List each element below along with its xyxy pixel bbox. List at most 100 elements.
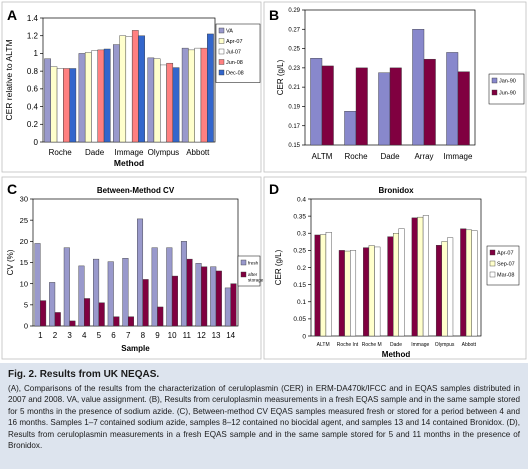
bar-c-fresh-5 xyxy=(93,258,100,327)
x-category-label: 10 xyxy=(168,331,177,340)
y-tick-label: 1.4 xyxy=(27,14,39,23)
y-axis-label: CER (g/L) xyxy=(274,249,283,285)
y-tick-label: 0.21 xyxy=(288,85,300,91)
bar-d-apr-07-roche-int xyxy=(338,250,345,337)
legend-label: Jan-90 xyxy=(499,79,516,85)
x-axis-label: Method xyxy=(382,350,411,359)
bar-d-apr-07-olympus xyxy=(435,245,442,337)
bar-c-after-storage-7 xyxy=(127,316,134,327)
legend-label: VA xyxy=(226,29,233,35)
bar-c-fresh-1 xyxy=(34,243,41,327)
y-tick-label: 0.15 xyxy=(288,143,300,149)
y-tick-label: 0.2 xyxy=(297,265,306,272)
bar-a-jul-07-abbott xyxy=(194,47,202,143)
bar-d-sep-07-immage xyxy=(417,216,424,337)
legend-swatch xyxy=(240,271,247,278)
y-tick-label: 0.29 xyxy=(288,8,300,14)
x-axis-label: Method xyxy=(114,158,144,168)
x-category-label: ALTM xyxy=(312,152,333,161)
bar-d-sep-07-dade xyxy=(393,233,400,337)
x-category-label: 13 xyxy=(212,331,221,340)
bar-d-mar-08-abbott xyxy=(471,230,478,337)
x-category-label: Array xyxy=(414,152,433,161)
bar-c-after-storage-12 xyxy=(201,266,208,327)
x-axis-label: Sample xyxy=(121,344,150,353)
x-category-label: 1 xyxy=(38,331,43,340)
x-category-label: Abbott xyxy=(186,148,210,157)
x-category-label: Roche xyxy=(344,152,368,161)
legend-label: fresh xyxy=(248,261,259,266)
bar-d-mar-08-immage xyxy=(422,215,429,337)
bar-c-fresh-9 xyxy=(151,247,158,327)
bar-c-fresh-3 xyxy=(63,247,70,327)
bar-d-mar-08-roche-m xyxy=(374,246,381,337)
panel-d: D Bronidox 0 0.05 0.1 0.15 0.2 0.25 0.3 0.35 0.4 AL… xyxy=(263,176,527,360)
bar-c-fresh-14 xyxy=(224,287,231,327)
bar-a-va-dade xyxy=(78,53,86,143)
bar-a-va-roche xyxy=(44,58,51,143)
x-category-label: Immage xyxy=(411,342,429,348)
y-tick-label: 0 xyxy=(24,322,28,331)
y-tick-label: 1.2 xyxy=(27,32,39,41)
bar-b-jan-90-dade xyxy=(378,72,391,146)
bar-d-apr-07-altm xyxy=(314,234,321,337)
y-tick-label: 0.3 xyxy=(297,231,306,238)
x-category-label: Dade xyxy=(390,342,402,348)
bar-d-mar-08-altm xyxy=(325,232,332,337)
bar-d-sep-07-abbott xyxy=(465,229,472,337)
bar-c-after-storage-14 xyxy=(230,283,237,327)
bar-a-jun-08-abbott xyxy=(200,47,208,143)
x-category-label: Dade xyxy=(85,148,105,157)
bar-a-jun-08-dade xyxy=(97,49,105,143)
y-tick-label: 0.35 xyxy=(293,213,306,220)
panel-b: B 0.15 0.17 0.19 0.21 0.23 0.25 0.27 0.29 ALTM Roc… xyxy=(263,1,527,173)
bar-c-after-storage-10 xyxy=(171,275,178,327)
bar-b-jan-90-roche xyxy=(344,111,357,146)
bar-c-after-storage-2 xyxy=(54,312,61,327)
y-tick-label: 0.15 xyxy=(293,282,306,289)
y-tick-label: 0.4 xyxy=(297,196,306,203)
y-tick-label: 0.2 xyxy=(27,120,39,129)
y-tick-label: 25 xyxy=(20,216,28,225)
y-tick-label: 0.05 xyxy=(293,316,306,323)
legend-swatch xyxy=(218,48,225,55)
bar-b-jan-90-altm xyxy=(310,58,323,146)
y-axis-label: CER (g/L) xyxy=(276,59,285,95)
x-category-label: ALTM xyxy=(317,342,330,348)
y-axis-label: CER relative to ALTM xyxy=(4,39,14,120)
y-axis-label: CV (%) xyxy=(6,249,15,275)
x-category-label: 8 xyxy=(141,331,146,340)
x-category-label: 5 xyxy=(97,331,102,340)
bar-d-mar-08-dade xyxy=(398,228,405,337)
bar-d-apr-07-roche-m xyxy=(363,247,370,337)
x-category-label: Olympus xyxy=(148,148,180,157)
bar-c-fresh-13 xyxy=(210,266,217,327)
bar-c-after-storage-1 xyxy=(40,300,47,327)
caption-title-line: Fig. 2. Results from UK NEQAS. xyxy=(8,369,520,380)
bar-a-apr-07-roche xyxy=(50,66,58,143)
bar-b-jun-90-array xyxy=(423,58,436,146)
y-tick-label: 1 xyxy=(34,49,39,58)
bar-a-va-abbott xyxy=(181,47,189,143)
bar-b-jan-90-array xyxy=(412,29,425,146)
plot-area xyxy=(32,198,239,327)
caption-title: Results from UK NEQAS. xyxy=(39,369,160,380)
y-tick-label: 0.19 xyxy=(288,105,300,111)
x-category-label: 3 xyxy=(67,331,72,340)
legend-label: Apr-07 xyxy=(226,39,243,45)
legend-swatch xyxy=(491,77,498,84)
x-category-label: 12 xyxy=(197,331,206,340)
x-category-label: 6 xyxy=(111,331,116,340)
bar-a-apr-07-abbott xyxy=(188,49,195,143)
y-tick-label: 10 xyxy=(20,279,28,288)
bar-d-apr-07-abbott xyxy=(460,228,467,337)
bar-c-after-storage-3 xyxy=(69,320,76,327)
x-category-label: 9 xyxy=(155,331,160,340)
y-tick-label: 5 xyxy=(24,300,28,309)
y-tick-label: 0.25 xyxy=(293,248,306,255)
bar-a-dec-08-abbott xyxy=(207,33,214,143)
figure-charts: A 0 0.2 0.4 0.6 0.8 1 1.2 1.4 Roche Dade Immage Olym… xyxy=(1,1,527,360)
bar-c-fresh-8 xyxy=(137,218,144,327)
bar-b-jun-90-immage xyxy=(457,71,470,146)
chart-title: Between-Method CV xyxy=(97,186,175,195)
